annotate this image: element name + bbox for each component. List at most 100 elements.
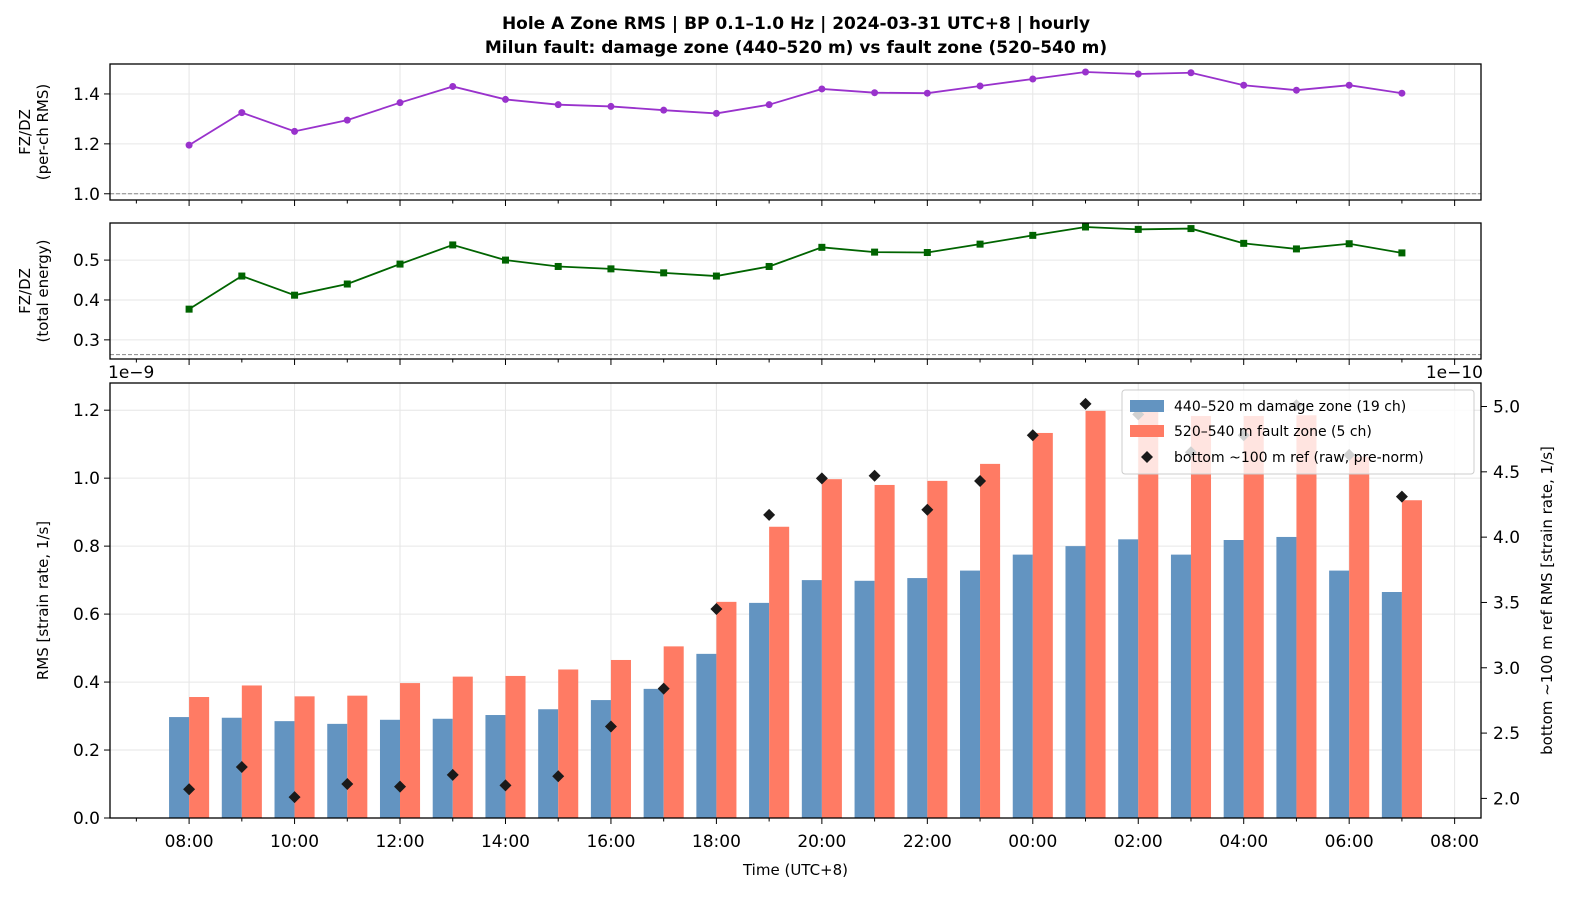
panel2-grid xyxy=(110,223,1481,359)
legend-box xyxy=(1121,389,1475,475)
data-point xyxy=(818,85,826,93)
x-tick-label: 10:00 xyxy=(270,832,319,852)
panel2-series xyxy=(185,223,1406,313)
bar-fault-zone xyxy=(1190,415,1212,818)
data-point xyxy=(712,109,720,117)
legend-swatch-fault-zone xyxy=(1130,425,1164,437)
data-point xyxy=(1029,231,1037,239)
ref-marker xyxy=(921,503,934,516)
bar-damage-zone xyxy=(327,723,348,818)
panel1-frame xyxy=(109,63,1482,201)
data-point xyxy=(1082,68,1090,76)
data-point xyxy=(1398,89,1406,97)
panel1-ylabel-line1: FZ/DZ xyxy=(16,109,34,155)
y-tick-label-right: 4.0 xyxy=(1493,528,1520,548)
data-point xyxy=(1187,69,1195,77)
bar-damage-zone xyxy=(485,715,506,818)
bar-fault-zone xyxy=(927,480,948,818)
panel2-ylabel-line1: FZ/DZ xyxy=(16,268,34,314)
data-point xyxy=(185,305,193,313)
data-point xyxy=(923,89,931,97)
legend-label-reference: bottom ~100 m ref (raw, pre-norm) xyxy=(1174,450,1424,466)
bar-fault-zone xyxy=(241,685,262,818)
panel1-series xyxy=(185,68,1406,149)
data-point xyxy=(554,101,562,109)
bar-fault-zone xyxy=(347,695,368,818)
bar-fault-zone xyxy=(1243,415,1264,818)
legend-label-fault-zone: 520–540 m fault zone (5 ch) xyxy=(1174,424,1372,440)
bar-fault-zone xyxy=(1032,432,1053,818)
x-tick-label: 06:00 xyxy=(1325,832,1374,852)
bar-damage-zone xyxy=(590,700,611,818)
ref-marker xyxy=(1395,490,1408,503)
y-tick-label: 0.8 xyxy=(73,537,100,557)
bar-damage-zone xyxy=(169,717,190,818)
bar-fault-zone xyxy=(610,659,631,818)
series-line xyxy=(188,226,1403,310)
panel3-y-ticks-left: 0.0 0.2 0.4 0.6 0.8 1.0 1.2 xyxy=(73,401,110,829)
y-tick-label: 1.2 xyxy=(73,135,100,155)
legend-swatch-damage-zone xyxy=(1130,400,1164,412)
ref-marker xyxy=(552,770,565,783)
bar-damage-zone xyxy=(1065,546,1086,818)
data-point xyxy=(185,141,193,149)
y-tick-label: 0.5 xyxy=(73,251,100,271)
y-tick-label: 1.2 xyxy=(73,401,100,421)
bar-fault-zone xyxy=(1085,410,1106,818)
bar-damage-zone xyxy=(1170,554,1191,818)
bar-damage-zone xyxy=(960,570,981,818)
bar-damage-zone xyxy=(907,578,928,818)
data-point xyxy=(1082,223,1090,231)
ref-marker xyxy=(710,602,723,615)
data-point xyxy=(765,101,773,109)
y-tick-label-right: 2.5 xyxy=(1493,724,1520,744)
bar-fault-zone xyxy=(1401,500,1422,818)
data-point xyxy=(291,127,299,135)
data-point xyxy=(607,102,615,110)
panel3-ylabel-left: RMS [strain rate, 1/s] xyxy=(34,521,52,680)
panel1-grid xyxy=(110,64,1481,200)
y-tick-label: 1.0 xyxy=(73,185,100,205)
series-line xyxy=(188,71,1403,146)
ref-marker xyxy=(288,791,301,804)
ref-marker xyxy=(974,474,987,487)
bar-fault-zone xyxy=(663,646,684,818)
ref-marker xyxy=(868,469,881,482)
bar-damage-zone xyxy=(1381,592,1402,818)
data-point xyxy=(238,272,246,280)
panel3-xlabel: Time (UTC+8) xyxy=(742,861,848,879)
data-point xyxy=(396,99,404,107)
data-point xyxy=(1029,75,1037,83)
data-point xyxy=(1134,225,1142,233)
panel3-offset-left: 1e−9 xyxy=(108,363,154,383)
data-point xyxy=(449,82,457,90)
chart-subtitle: Milun fault: damage zone (440–520 m) vs … xyxy=(485,38,1107,58)
data-point xyxy=(449,241,457,249)
bar-damage-zone xyxy=(538,709,559,818)
bar-fault-zone xyxy=(980,463,1001,818)
data-point xyxy=(1240,239,1248,247)
bar-damage-zone xyxy=(1223,540,1244,818)
panel1-x-ticks xyxy=(135,200,1456,206)
y-tick-label-right: 4.5 xyxy=(1493,463,1520,483)
bar-damage-zone xyxy=(1276,536,1297,818)
data-point xyxy=(660,269,668,277)
bar-fault-zone xyxy=(400,683,421,818)
y-tick-label-right: 3.0 xyxy=(1493,659,1520,679)
data-point xyxy=(501,95,509,103)
ref-marker xyxy=(763,508,776,521)
bar-damage-zone xyxy=(1329,570,1350,818)
data-point xyxy=(554,262,562,270)
y-tick-label: 0.6 xyxy=(73,605,100,625)
bar-damage-zone xyxy=(432,718,453,818)
y-tick-label: 1.0 xyxy=(73,469,100,489)
x-tick-label: 08:00 xyxy=(1430,832,1479,852)
bar-damage-zone xyxy=(221,717,242,818)
data-point xyxy=(976,240,984,248)
x-tick-label: 20:00 xyxy=(797,832,846,852)
data-point xyxy=(607,265,615,273)
x-tick-label: 00:00 xyxy=(1008,832,1057,852)
data-point xyxy=(291,291,299,299)
data-point xyxy=(238,109,246,117)
